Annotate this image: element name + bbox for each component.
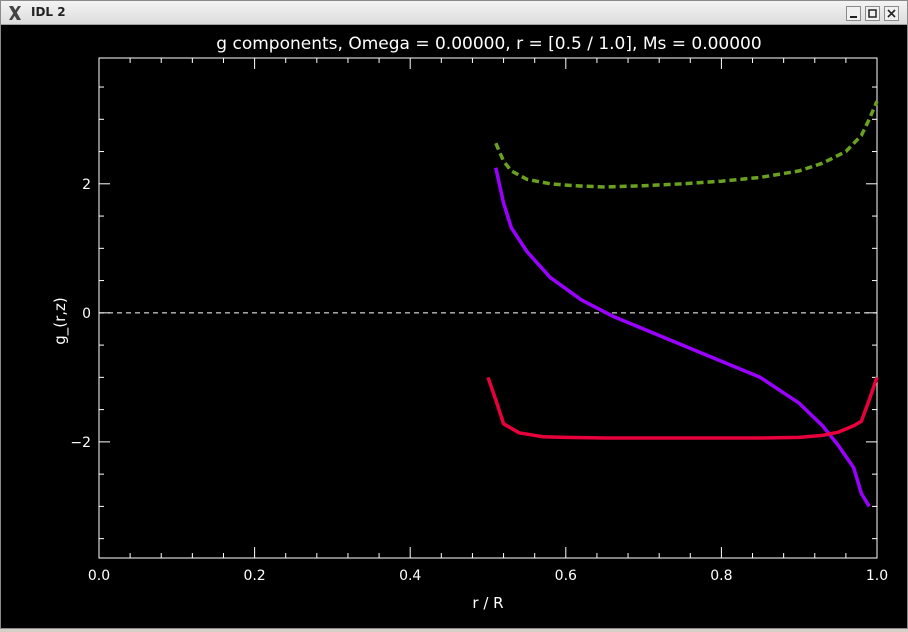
x-logo-icon	[9, 6, 21, 20]
plot-area: g components, Omega = 0.00000, r = [0.5 …	[1, 25, 907, 628]
x-tick-label: 0.6	[555, 568, 577, 584]
y-tick-label: 2	[82, 177, 91, 193]
y-tick-label: 0	[82, 306, 91, 322]
x-tick-label: 1.0	[866, 568, 888, 584]
data-marks	[99, 100, 879, 508]
chart-title: g components, Omega = 0.00000, r = [0.5 …	[216, 34, 761, 54]
series-line-2	[494, 167, 871, 508]
maximize-icon	[868, 9, 877, 18]
x-tick-label: 0.4	[399, 568, 421, 584]
window-title: IDL 2	[31, 5, 66, 19]
x-tick-label: 0.8	[710, 568, 732, 584]
close-icon	[887, 9, 896, 18]
x-tick-label: 0.2	[243, 568, 265, 584]
chart-svg: g components, Omega = 0.00000, r = [0.5 …	[51, 34, 888, 612]
series-line-3	[486, 376, 879, 440]
plot-frame	[98, 57, 878, 559]
y-axis-label: g_(r,z)	[51, 297, 70, 345]
axes: 0.0 0.2 0.4 0.6 0.8 1.0 −2 0 2	[70, 57, 888, 584]
minimize-button[interactable]	[846, 6, 861, 21]
minimize-icon	[850, 16, 857, 18]
x-axis-label: r / R	[472, 594, 503, 612]
close-button[interactable]	[884, 6, 899, 21]
maximize-button[interactable]	[865, 6, 880, 21]
x-tick-label: 0.0	[88, 568, 110, 584]
y-tick-label: −2	[70, 435, 91, 451]
title-bar[interactable]: IDL 2	[1, 1, 907, 25]
series-line-1	[494, 100, 879, 189]
